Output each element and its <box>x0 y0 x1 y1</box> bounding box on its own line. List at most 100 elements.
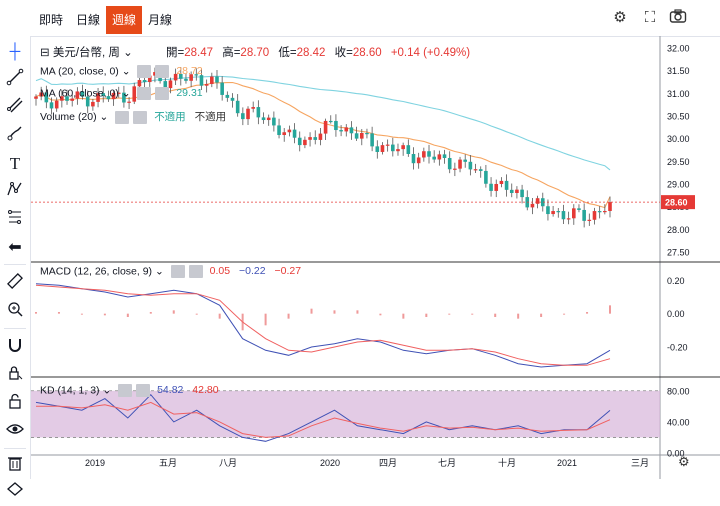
settings-icon[interactable] <box>170 265 185 278</box>
candle <box>251 107 255 109</box>
d-line <box>36 401 611 438</box>
camera-icon[interactable] <box>668 8 688 28</box>
candle <box>111 92 116 100</box>
macd-tick-label: -0.20 <box>667 343 688 353</box>
candle <box>91 101 95 107</box>
time-tick-label: 八月 <box>219 458 237 468</box>
close-icon[interactable] <box>155 87 170 100</box>
candle <box>566 218 571 220</box>
candle <box>561 211 566 220</box>
tab-daily[interactable]: 日線 <box>75 13 100 27</box>
candle <box>44 92 49 103</box>
candle <box>210 76 214 84</box>
candle <box>556 211 561 213</box>
eye-icon[interactable] <box>3 420 27 444</box>
settings-icon[interactable] <box>115 110 130 124</box>
candle <box>297 137 302 146</box>
candle <box>65 96 69 101</box>
candle <box>246 108 250 120</box>
candle <box>230 97 235 101</box>
symbol-legend[interactable]: ⊟ 美元/台幣, 周 ⌄ <box>40 44 133 60</box>
candle <box>432 156 436 160</box>
candle <box>194 74 199 76</box>
forecast-icon[interactable] <box>3 208 27 232</box>
lock-icon[interactable] <box>3 392 27 416</box>
separator <box>4 264 26 265</box>
magnet-icon[interactable] <box>3 336 27 360</box>
pattern-icon[interactable] <box>3 180 27 204</box>
signal-line <box>35 284 611 366</box>
macd-histogram-bar <box>126 313 129 317</box>
crosshair-icon[interactable]: ┼ <box>9 43 21 60</box>
candle <box>142 80 147 83</box>
macd-histogram-bar <box>287 313 290 319</box>
candle <box>515 189 519 194</box>
tab-realtime[interactable]: 即時 <box>38 13 63 27</box>
price-tick-label: 27.50 <box>667 248 690 258</box>
chevron-down-icon: ⌄ <box>123 47 133 59</box>
brush-icon[interactable] <box>3 124 27 148</box>
close-icon[interactable] <box>136 384 151 397</box>
fullscreen-icon[interactable]: ⛶ <box>644 9 656 26</box>
candle <box>282 132 287 135</box>
candle <box>365 132 369 135</box>
macd-histogram-bar <box>402 313 405 319</box>
macd-histogram-bar <box>103 313 106 316</box>
candle <box>582 209 586 221</box>
candle <box>323 120 328 134</box>
candle <box>313 137 318 140</box>
candle <box>204 83 209 86</box>
settings-gear-icon[interactable]: ⚙ <box>678 454 690 469</box>
close-icon[interactable] <box>133 110 148 124</box>
candle <box>597 211 602 213</box>
ruler-icon[interactable] <box>3 272 27 296</box>
kd-legend[interactable]: KD (14, 1, 3) ⌄ 54.82 42.80 <box>40 384 219 397</box>
ma60-line <box>35 75 611 171</box>
settings-icon[interactable] <box>137 87 152 100</box>
price-tick-label: 28.00 <box>667 225 690 235</box>
price-chart[interactable]: 32.0031.5031.0030.5030.0029.5029.0028.50… <box>0 0 720 479</box>
ma20-legend[interactable]: MA (20, close, 0) ⌄ 28.72 <box>40 65 203 78</box>
price-tick-label: 30.50 <box>667 112 690 122</box>
layers-icon[interactable] <box>3 480 27 504</box>
candle <box>416 157 421 164</box>
gear-icon[interactable]: ⚙ <box>613 9 627 26</box>
candle <box>256 107 261 118</box>
lock-drawing-icon[interactable] <box>3 364 27 388</box>
trendline-icon[interactable] <box>3 68 27 92</box>
candle <box>199 75 204 86</box>
time-tick-label: 三月 <box>631 458 649 468</box>
time-tick-label: 四月 <box>379 458 397 468</box>
candle <box>354 133 359 139</box>
zoom-in-icon[interactable] <box>3 300 27 324</box>
ma60-legend[interactable]: MA (60, close, 0) ⌄ 29.31 <box>40 87 203 100</box>
candle <box>592 211 597 220</box>
candle <box>334 120 338 131</box>
candle <box>163 81 168 89</box>
trash-icon[interactable] <box>3 454 27 478</box>
tab-monthly[interactable]: 月線 <box>147 13 172 27</box>
time-tick-label: 七月 <box>438 458 456 468</box>
candle <box>137 80 142 87</box>
candle <box>484 170 488 184</box>
close-icon[interactable] <box>155 65 170 78</box>
text-tool-icon[interactable]: T <box>9 154 21 173</box>
candle <box>349 127 354 134</box>
back-arrow-icon[interactable]: ⬅ <box>8 239 22 256</box>
tab-weekly[interactable]: 週線 <box>106 6 142 34</box>
settings-icon[interactable] <box>118 384 133 397</box>
macd-histogram-bar <box>310 308 313 314</box>
close-icon[interactable] <box>188 265 203 278</box>
candle <box>220 82 224 95</box>
macd-histogram-bar <box>540 313 543 317</box>
candle <box>339 130 343 132</box>
volume-legend[interactable]: Volume (20) ⌄ 不適用 不適用 <box>40 110 227 124</box>
candle <box>375 146 380 152</box>
fib-icon[interactable] <box>3 96 27 120</box>
candle <box>168 80 173 89</box>
candle <box>328 120 333 123</box>
settings-icon[interactable] <box>137 65 152 78</box>
candle <box>447 157 452 170</box>
candle <box>520 189 524 198</box>
macd-legend[interactable]: MACD (12, 26, close, 9) ⌄ 0.05 −0.22 −0.… <box>40 265 302 278</box>
